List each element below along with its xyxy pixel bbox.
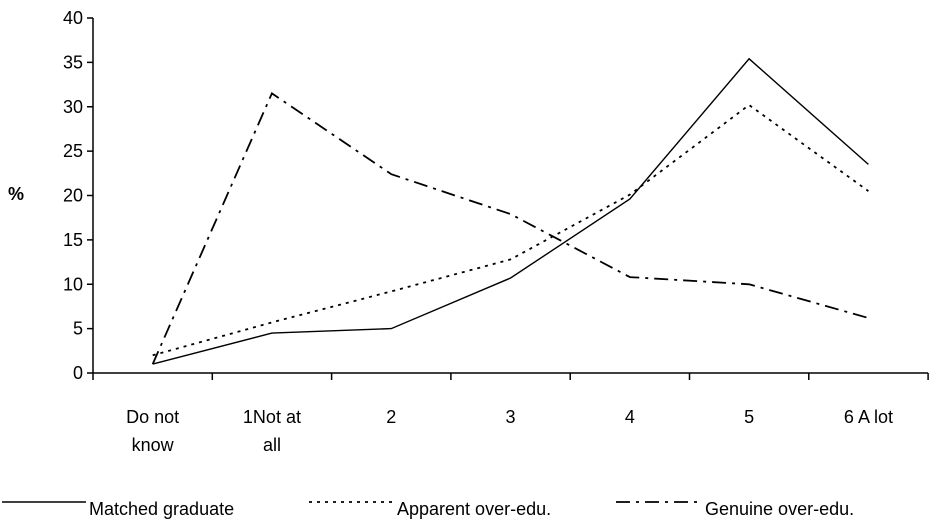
y-axis-label: % xyxy=(8,184,24,204)
x-tick-label: 1Not at all xyxy=(243,407,301,455)
y-tick-label: 25 xyxy=(63,141,83,161)
x-tick-label: 4 xyxy=(625,407,635,427)
legend-label-1: Matched graduate xyxy=(89,499,234,519)
y-tick-label: 40 xyxy=(63,8,83,28)
x-axis: Do not know 1Not at all 2 3 4 5 6 A lot xyxy=(92,372,929,455)
series-line-3 xyxy=(151,92,869,365)
y-tick-label: 15 xyxy=(63,230,83,250)
y-tick-label: 5 xyxy=(73,319,83,339)
x-tick-label: 5 xyxy=(744,407,754,427)
x-tick-label: 3 xyxy=(506,407,516,427)
y-tick-label: 10 xyxy=(63,274,83,294)
x-tick-label: 6 A lot xyxy=(844,407,893,427)
legend: Matched graduate Apparent over-edu. Genuin… xyxy=(2,499,854,519)
x-tick-label: Do not know xyxy=(126,407,179,455)
legend-label-2: Apparent over-edu. xyxy=(397,499,551,519)
x-tick-label: 2 xyxy=(386,407,396,427)
series-line-1 xyxy=(152,57,869,365)
series-layer xyxy=(151,57,869,365)
y-axis: 0 5 10 15 20 25 30 35 40 xyxy=(63,8,94,383)
y-tick-label: 20 xyxy=(63,186,83,206)
y-tick-label: 35 xyxy=(63,52,83,72)
y-tick-label: 0 xyxy=(73,363,83,383)
legend-label-3: Genuine over-edu. xyxy=(705,499,854,519)
series-line-2 xyxy=(152,103,869,357)
y-tick-label: 30 xyxy=(63,97,83,117)
